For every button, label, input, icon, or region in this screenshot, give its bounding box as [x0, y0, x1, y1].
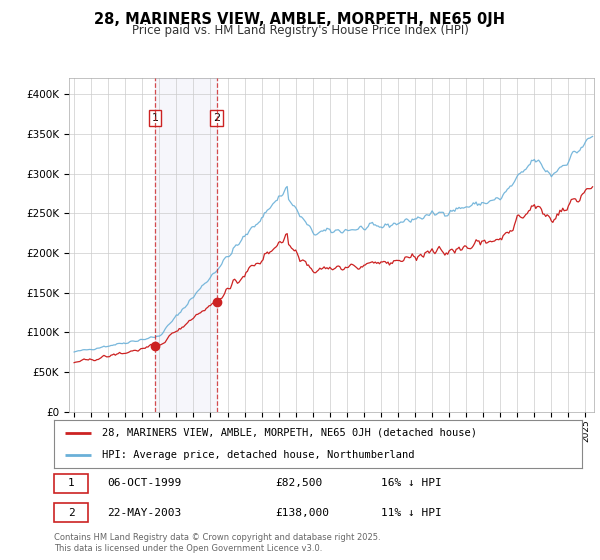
Text: 1: 1	[68, 478, 75, 488]
Text: 28, MARINERS VIEW, AMBLE, MORPETH, NE65 0JH: 28, MARINERS VIEW, AMBLE, MORPETH, NE65 …	[95, 12, 505, 27]
Text: 2: 2	[68, 508, 75, 518]
Text: 06-OCT-1999: 06-OCT-1999	[107, 478, 181, 488]
Text: 1: 1	[152, 113, 158, 123]
Text: Contains HM Land Registry data © Crown copyright and database right 2025.
This d: Contains HM Land Registry data © Crown c…	[54, 533, 380, 553]
FancyBboxPatch shape	[54, 503, 88, 522]
Text: 2: 2	[213, 113, 220, 123]
Text: 11% ↓ HPI: 11% ↓ HPI	[382, 508, 442, 518]
Text: 22-MAY-2003: 22-MAY-2003	[107, 508, 181, 518]
Bar	[155, 78, 217, 412]
FancyBboxPatch shape	[54, 474, 88, 493]
Text: £138,000: £138,000	[276, 508, 330, 518]
Text: Price paid vs. HM Land Registry's House Price Index (HPI): Price paid vs. HM Land Registry's House …	[131, 24, 469, 38]
Text: 16% ↓ HPI: 16% ↓ HPI	[382, 478, 442, 488]
Text: 28, MARINERS VIEW, AMBLE, MORPETH, NE65 0JH (detached house): 28, MARINERS VIEW, AMBLE, MORPETH, NE65 …	[101, 428, 476, 438]
Text: £82,500: £82,500	[276, 478, 323, 488]
Text: HPI: Average price, detached house, Northumberland: HPI: Average price, detached house, Nort…	[101, 450, 414, 460]
